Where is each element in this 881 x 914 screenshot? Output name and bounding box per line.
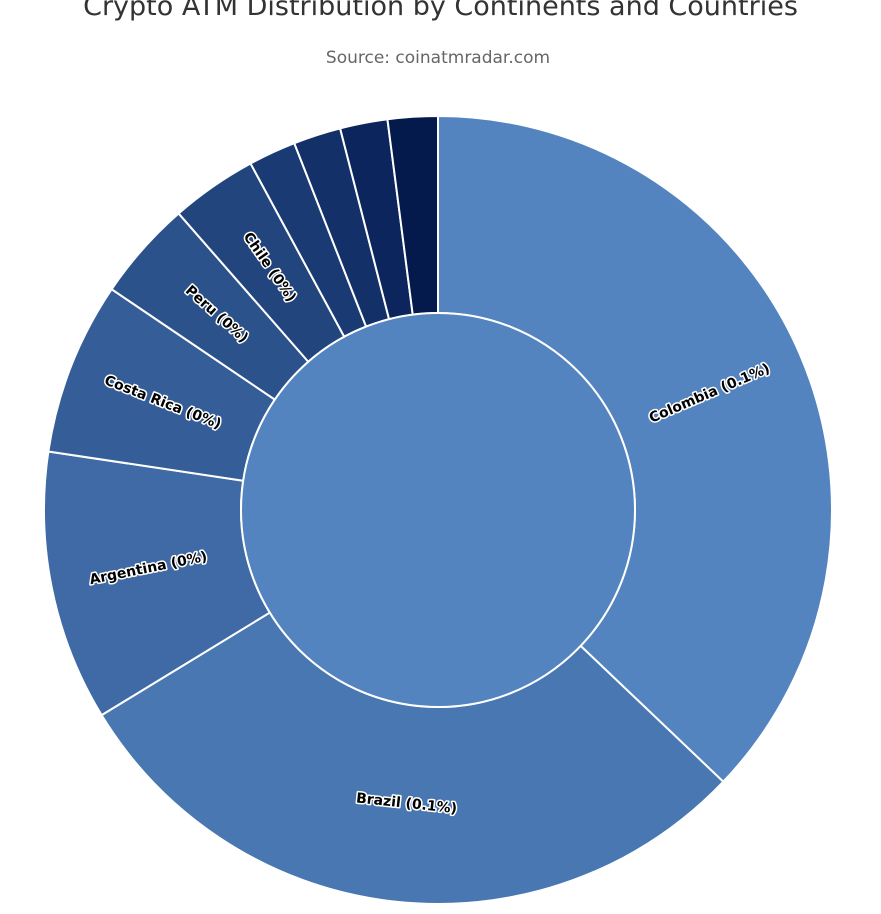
chart-title: Crypto ATM Distribution by Continents an… [83,0,798,22]
sunburst-center[interactable] [240,312,636,708]
chart-subtitle: Source: coinatmradar.com [325,48,551,68]
